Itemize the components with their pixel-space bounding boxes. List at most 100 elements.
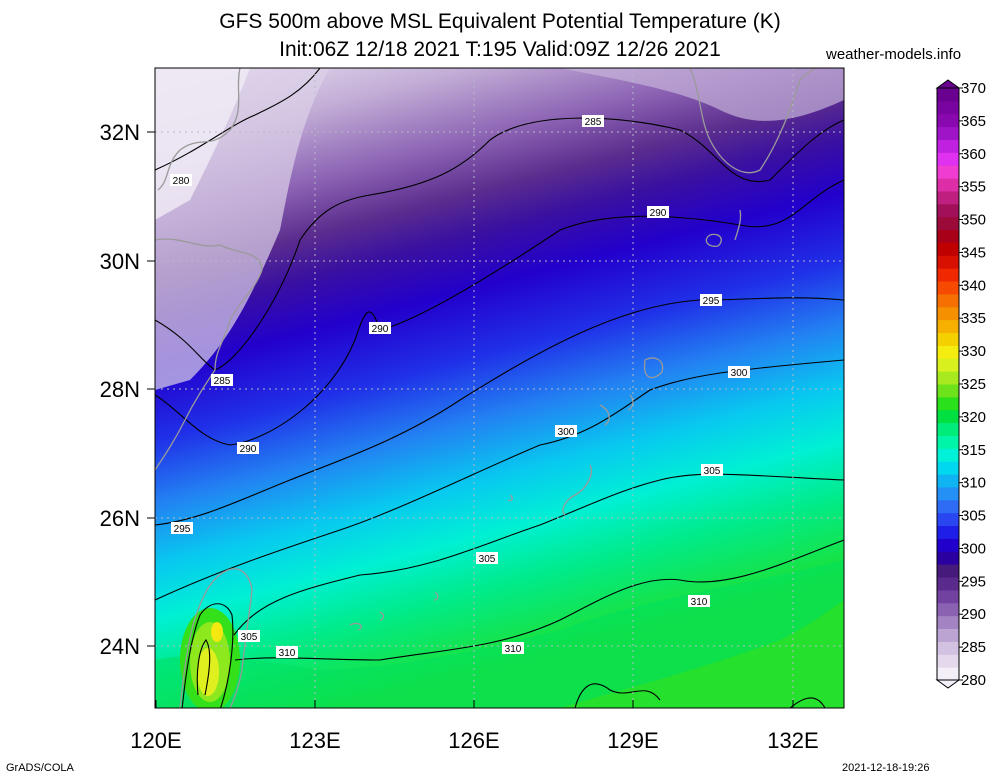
footer-software: GrADS/COLA [6,762,74,774]
colorbar-swatch [937,628,959,642]
colorbar-label: 310 [961,475,986,492]
contour-label-box [701,464,723,476]
colorbar-swatch [937,113,959,128]
colorbar-swatch [937,589,959,604]
chart-title: GFS 500m above MSL Equivalent Potential … [219,10,781,33]
colorbar-bottom-arrow [935,679,961,689]
y-tick-label: 28N [100,377,140,402]
contour-label-box [502,642,524,654]
contour-label-box [728,366,750,378]
colorbar-swatch [937,384,959,398]
colorbar-swatch [937,255,959,269]
colorbar-swatch [937,577,959,591]
contour-label-box [582,115,604,127]
colorbar-swatch [937,486,959,501]
colorbar-swatch [937,525,959,539]
y-tick-label: 30N [100,249,140,274]
colorbar-label: 295 [961,573,986,590]
contour-label: 290 [650,208,667,219]
contour-label: 310 [279,648,296,659]
contour-label-box [476,552,498,564]
colorbar-swatch [937,667,959,681]
colorbar-swatch [937,564,959,578]
map-frame [154,67,845,709]
colorbar-swatch [937,371,959,385]
colorbar-label: 315 [961,442,986,459]
contour-labels: 280 285 285 290 290 290 295 295 300 300 305 305 310 3… [170,115,750,659]
contour-label: 310 [691,597,708,608]
colorbar-label: 305 [961,508,986,525]
colorbar-label: 355 [961,179,986,196]
contour-label-box [276,646,298,658]
colorbar-swatch [937,229,959,243]
colorbar-label: 370 [961,80,986,97]
colorbar-label: 280 [961,672,986,689]
contour-label: 305 [479,554,496,565]
y-tick-label: 26N [100,506,140,531]
colorbar-label: 360 [961,146,986,163]
colorbar-swatch [937,139,959,153]
colorbar-label: 290 [961,606,986,623]
contour-label-box [238,630,260,642]
contour-label-box [237,442,259,454]
colorbar-swatch [937,178,959,192]
contour-label: 285 [214,376,231,387]
colorbar-swatch [937,499,959,514]
y-axis: 24N 26N 28N 30N 32N [100,120,155,659]
colorbar-swatch [937,203,959,218]
contour-label: 305 [704,466,721,477]
contour-label: 310 [505,644,522,655]
colorbar-swatch [937,474,959,488]
y-tick-label: 24N [100,634,140,659]
colorbar-swatch [937,358,959,372]
contour-label-box [369,322,391,334]
contour-label: 280 [173,176,190,187]
colorbar-swatch [937,461,959,475]
colorbar-swatch [937,100,959,115]
x-tick-label: 132E [767,728,818,753]
contour-label-box [170,174,192,186]
colorbar-label: 330 [961,343,986,360]
colorbar-label: 320 [961,409,986,426]
colorbar-swatch [937,88,959,102]
contour-label: 290 [240,444,257,455]
colorbar-swatch [937,435,959,449]
contour-label: 305 [241,632,258,643]
colorbar-swatch [937,602,959,617]
colorbar-swatch [937,538,959,552]
contour-label: 285 [585,117,602,128]
colorbar-swatch [937,512,959,527]
colorbar-swatch [937,654,959,668]
colorbar-swatch [937,409,959,424]
contour-label-box [647,206,669,218]
colorbar-label: 300 [961,540,986,557]
colorbar-label: 345 [961,244,986,261]
x-tick-label: 123E [289,728,340,753]
grid-lines [155,68,844,708]
colorbar-label: 335 [961,310,986,327]
contour-label: 295 [703,296,720,307]
colorbar-swatch [937,422,959,436]
x-axis: 120E 123E 126E 129E 132E [130,700,819,753]
colorbar-swatch [937,551,959,565]
colorbar-swatch [937,165,959,179]
site-credit: weather-models.info [826,46,962,63]
colorbar-swatch [937,293,959,308]
colorbar: 280 285 290 295 300 305 310 315 320 325 330 335 340 3… [935,79,986,689]
colorbar-swatch [937,641,959,655]
colorbar-swatch [937,319,959,334]
colorbar-swatch [937,152,959,166]
footer-timestamp: 2021-12-18-19:26 [842,762,930,774]
colorbar-swatch [937,332,959,346]
x-tick-label: 129E [607,728,658,753]
contour-label: 290 [372,324,389,335]
colorbar-swatch [937,281,959,295]
colorbar-swatch [937,242,959,256]
coastlines [155,68,816,708]
contour-label: 300 [731,368,748,379]
colorbar-swatch [937,126,959,140]
contour-label-box [171,522,193,534]
x-tick-label: 126E [448,728,499,753]
colorbar-swatch [937,268,959,282]
theta-e-field [155,68,844,708]
